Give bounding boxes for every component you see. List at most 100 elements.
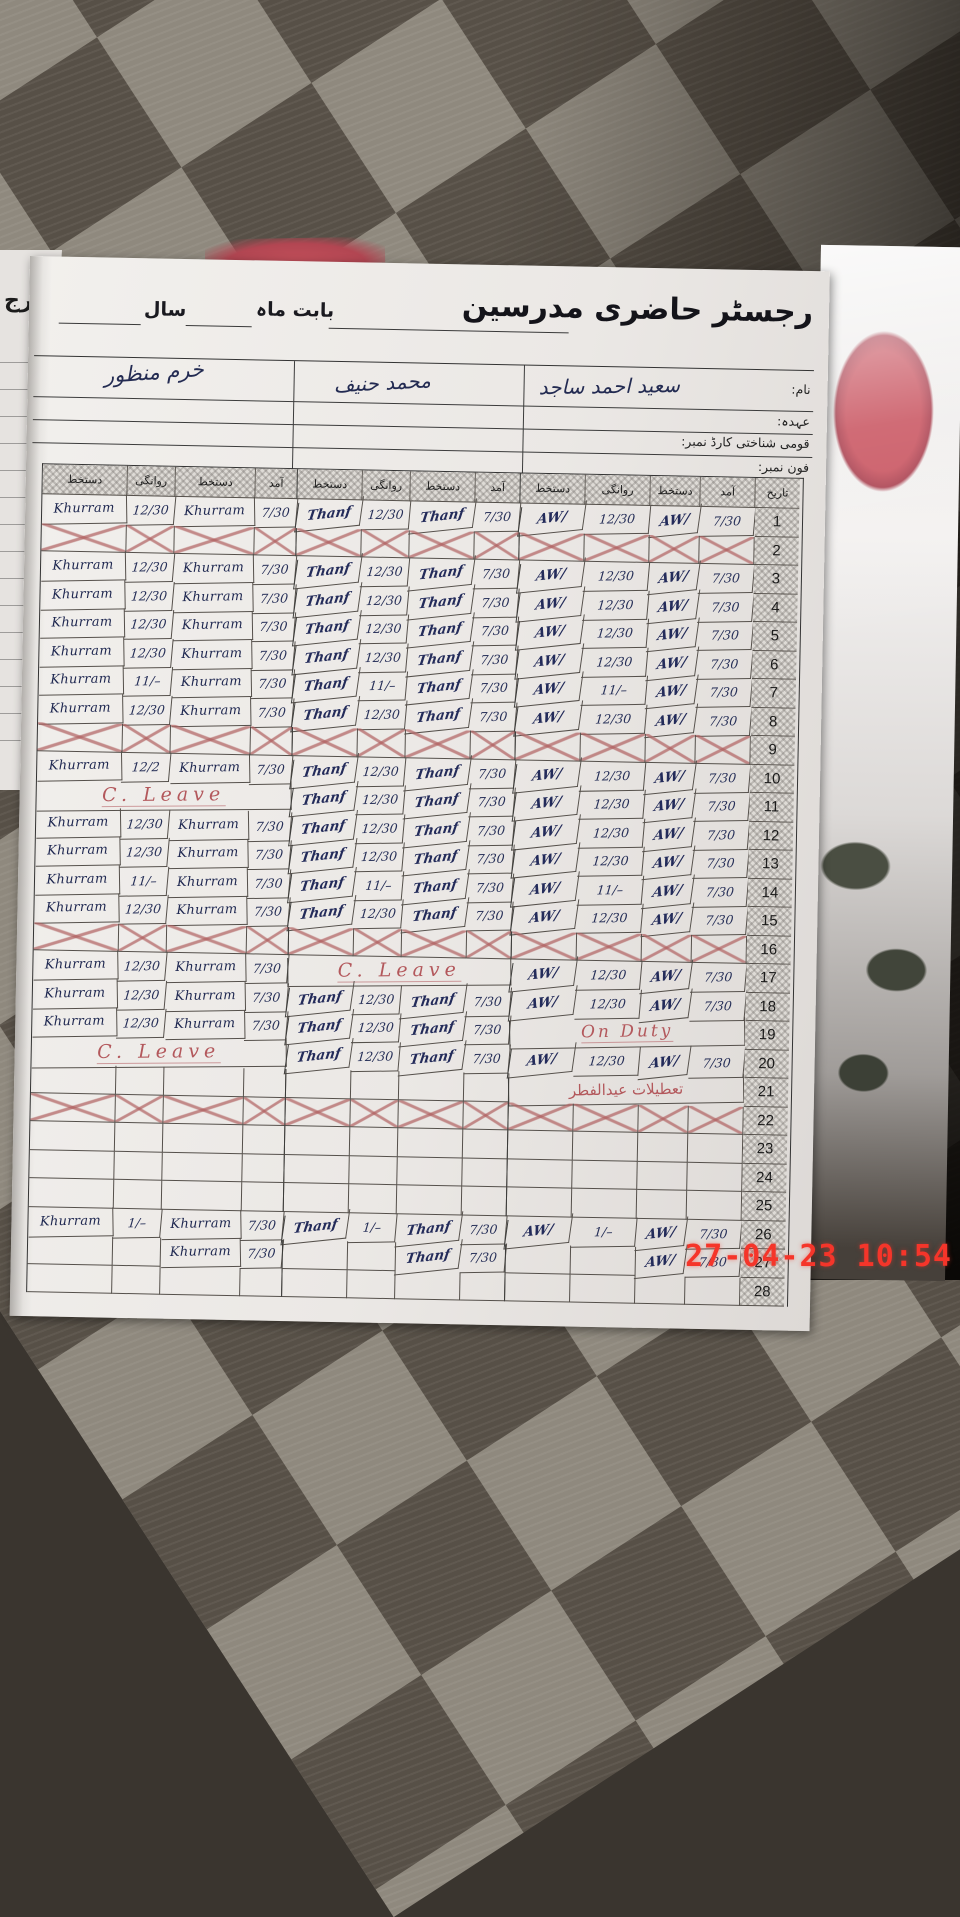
time-cell: 7/30 xyxy=(252,583,297,614)
time-cell: 12/30 xyxy=(577,846,645,877)
signature-cell: Khurram xyxy=(165,1009,246,1040)
empty-cell xyxy=(114,1151,163,1181)
empty-cell xyxy=(470,730,516,760)
teacher2-signature: محمد حنیف xyxy=(333,368,432,398)
time-cell: 1/– xyxy=(112,1208,163,1238)
signature-cell: Khurram xyxy=(34,893,120,924)
time-cell: 7/30 xyxy=(472,559,521,589)
column-header-departure: روانگی xyxy=(585,474,651,506)
empty-cell xyxy=(163,1095,244,1126)
month-label: بابت ماہ xyxy=(255,298,335,322)
note-cell: C. Leave xyxy=(36,780,292,812)
time-cell: 12/30 xyxy=(578,761,647,791)
time-cell: 12/30 xyxy=(582,561,651,592)
signature-cell: Thanf xyxy=(294,496,364,532)
empty-cell xyxy=(162,1123,244,1154)
empty-cell xyxy=(691,934,748,964)
empty-cell xyxy=(242,1153,285,1184)
signature-cell: AW/ xyxy=(648,503,702,538)
signature-cell: Thanf xyxy=(400,897,470,934)
teacher3-name-handwritten: سعید احمد ساجد xyxy=(538,373,681,400)
signature-cell: Khurram xyxy=(173,582,254,613)
time-cell: 12/30 xyxy=(118,894,169,925)
empty-cell xyxy=(570,1245,637,1276)
time-cell: 1/– xyxy=(347,1212,398,1243)
empty-cell xyxy=(170,724,252,755)
empty-cell xyxy=(284,1097,351,1128)
empty-cell xyxy=(688,1105,744,1135)
empty-cell xyxy=(504,1244,572,1275)
time-cell: 7/30 xyxy=(473,502,522,532)
empty-cell xyxy=(507,1101,574,1132)
camera-timestamp: 27-04-23 10:54 xyxy=(685,1239,952,1274)
empty-cell xyxy=(396,1185,463,1215)
time-cell: 12/30 xyxy=(574,989,643,1019)
time-cell: 7/30 xyxy=(463,1044,511,1074)
empty-cell xyxy=(580,732,646,763)
time-cell: 12/30 xyxy=(124,552,176,583)
empty-cell xyxy=(112,1236,162,1267)
empty-cell xyxy=(163,1066,245,1097)
column-header-signature: دستخط xyxy=(296,469,363,501)
teacher1-signature: خرم منظور xyxy=(103,357,205,388)
signature-cell: Khurram xyxy=(166,952,247,983)
time-cell: 12/30 xyxy=(583,504,652,535)
time-cell: 12/30 xyxy=(125,495,177,526)
date-cell: 2 xyxy=(754,536,799,566)
empty-cell xyxy=(462,1157,508,1188)
empty-cell xyxy=(246,925,290,956)
empty-cell xyxy=(357,728,406,758)
time-cell: 12/30 xyxy=(356,699,408,730)
blank-line xyxy=(328,327,569,334)
signature-cell: AW/ xyxy=(517,500,587,537)
time-cell: 7/30 xyxy=(694,706,753,736)
column-header-signature: دستخط xyxy=(42,464,128,496)
time-cell: 12/30 xyxy=(359,557,411,587)
signature-cell: AW/ xyxy=(644,703,699,738)
time-cell: 7/30 xyxy=(459,1243,508,1273)
empty-cell xyxy=(637,1161,688,1191)
empty-cell xyxy=(350,1070,400,1100)
empty-cell xyxy=(115,1065,165,1096)
signature-cell: Khurram xyxy=(172,639,253,670)
empty-cell xyxy=(637,1132,689,1163)
note-cell: C. Leave xyxy=(287,956,512,987)
time-cell: 7/30 xyxy=(244,982,290,1013)
signature-cell: Khurram xyxy=(174,496,256,527)
time-cell: 12/30 xyxy=(582,590,650,620)
signature-cell: Khurram xyxy=(168,810,250,841)
empty-cell xyxy=(287,926,355,957)
date-cell: 16 xyxy=(746,935,792,965)
empty-cell xyxy=(463,1100,509,1131)
time-cell: 12/30 xyxy=(579,704,648,734)
column-header-signature: دستخط xyxy=(410,471,476,503)
signature-cell: Thanf xyxy=(280,1208,351,1245)
time-cell: 12/30 xyxy=(350,1041,401,1072)
time-cell: 7/30 xyxy=(240,1210,285,1240)
empty-cell xyxy=(113,1179,163,1210)
date-cell: 11 xyxy=(749,792,794,823)
empty-cell xyxy=(397,1128,464,1158)
empty-cell xyxy=(162,1152,243,1183)
time-cell: 7/30 xyxy=(246,897,291,927)
empty-cell xyxy=(636,1189,688,1220)
time-cell: 12/30 xyxy=(117,951,168,982)
time-cell: 12/30 xyxy=(578,789,646,820)
time-cell: 7/30 xyxy=(691,905,749,936)
empty-cell xyxy=(28,1178,115,1209)
empty-cell xyxy=(466,930,513,960)
phone-label: فون نمبر: xyxy=(757,459,810,475)
empty-cell xyxy=(242,1125,286,1155)
time-cell: 11/– xyxy=(580,675,649,706)
empty-cell xyxy=(281,1268,348,1299)
time-cell: 7/30 xyxy=(466,873,515,903)
empty-cell xyxy=(41,522,127,553)
empty-cell xyxy=(353,927,403,958)
time-cell: 11/– xyxy=(357,671,409,701)
date-cell: 1 xyxy=(754,507,800,538)
signature-cell: Khurram xyxy=(165,981,247,1012)
time-cell: 12/30 xyxy=(358,614,410,644)
time-cell: 7/30 xyxy=(698,506,757,537)
empty-cell xyxy=(33,921,120,952)
column-header-arrival: آمد xyxy=(700,476,756,508)
